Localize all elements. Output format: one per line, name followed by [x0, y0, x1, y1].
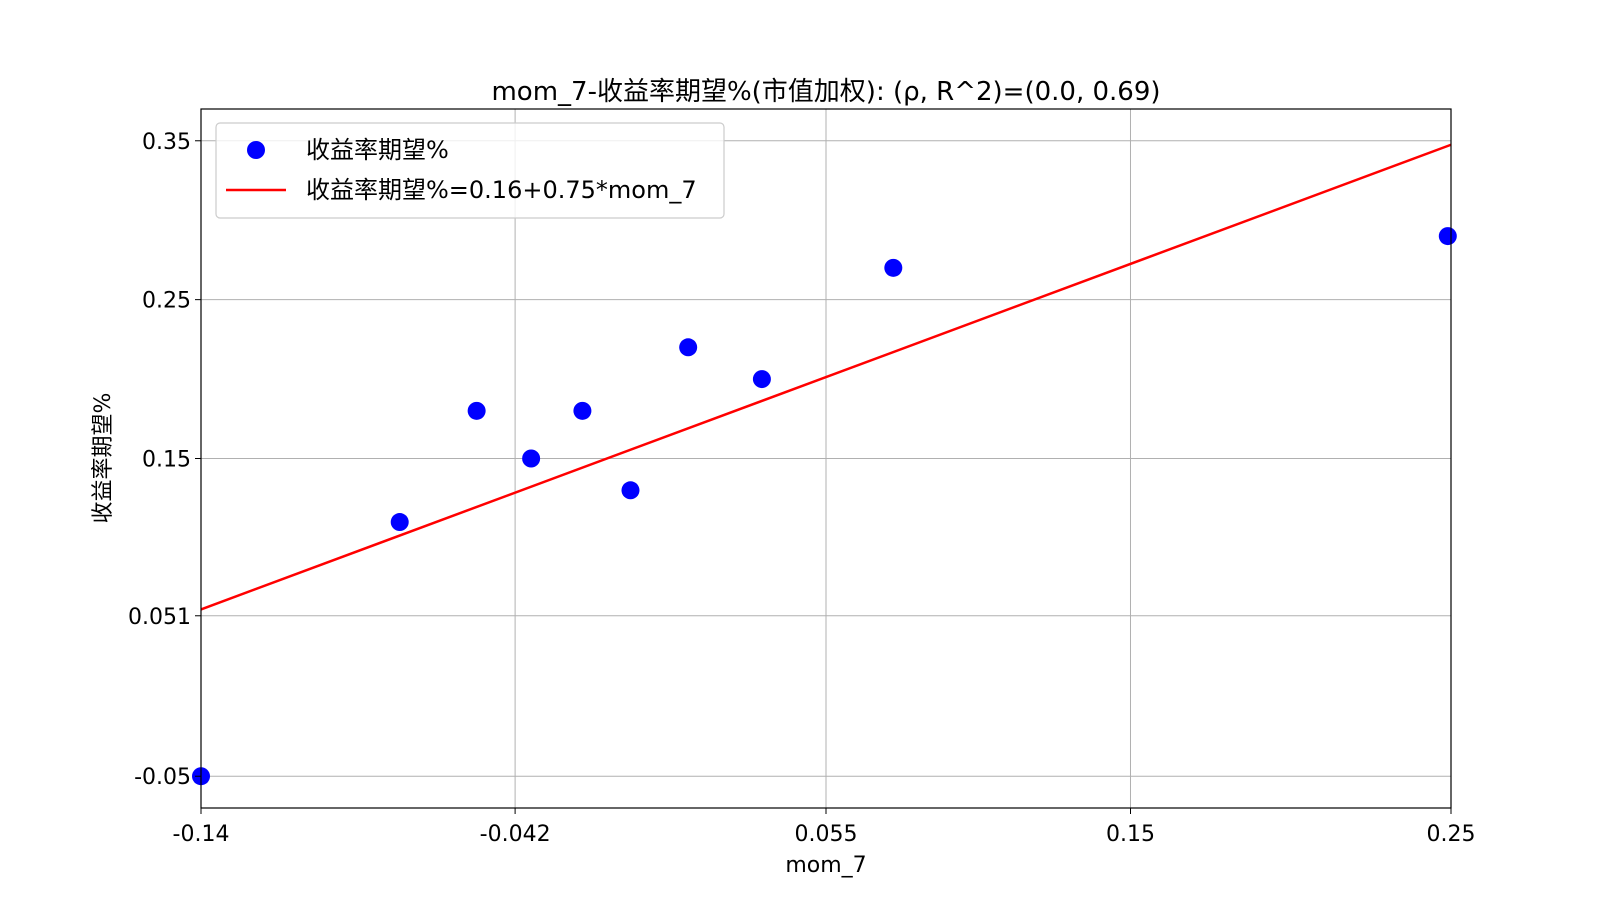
- scatter-point: [467, 401, 486, 420]
- y-axis-ticks: -0.05 0.051 0.15 0.25 0.35: [128, 130, 201, 790]
- x-axis-ticks: -0.14 -0.042 0.055 0.15 0.25: [173, 808, 1476, 847]
- legend-box: [215, 122, 725, 219]
- x-tick-label: 0.055: [795, 822, 858, 847]
- regression-line: [200, 143, 1452, 611]
- y-tick-label: 0.051: [128, 605, 191, 630]
- regression-line-layer: [200, 143, 1452, 611]
- y-tick-label: 0.25: [142, 289, 191, 314]
- scatter-point: [679, 338, 698, 357]
- scatter-point: [1438, 227, 1457, 246]
- x-tick-label: 0.25: [1427, 822, 1476, 847]
- legend-label-scatter: 收益率期望%: [306, 136, 449, 164]
- legend-marker-scatter: [247, 141, 265, 159]
- y-tick-label: -0.05: [134, 765, 191, 790]
- scatter-point: [621, 481, 640, 500]
- y-tick-label: 0.35: [142, 130, 191, 155]
- x-tick-label: -0.042: [480, 822, 551, 847]
- scatter-point: [390, 513, 409, 532]
- data-points-layer: [192, 227, 1457, 786]
- y-tick-label: 0.15: [142, 448, 191, 473]
- x-tick-label: 0.15: [1106, 822, 1155, 847]
- y-axis-label: 收益率期望%: [91, 393, 116, 524]
- scatter-point: [884, 258, 903, 277]
- scatter-point: [752, 370, 771, 389]
- x-tick-label: -0.14: [173, 822, 230, 847]
- scatter-point: [573, 401, 592, 420]
- scatter-point: [522, 449, 541, 468]
- x-axis-label: mom_7: [785, 853, 866, 878]
- chart-title: mom_7-收益率期望%(市值加权): (ρ, R^2)=(0.0, 0.69): [491, 77, 1160, 107]
- legend-label-line: 收益率期望%=0.16+0.75*mom_7: [306, 176, 697, 204]
- legend: 收益率期望% 收益率期望%=0.16+0.75*mom_7: [215, 122, 725, 219]
